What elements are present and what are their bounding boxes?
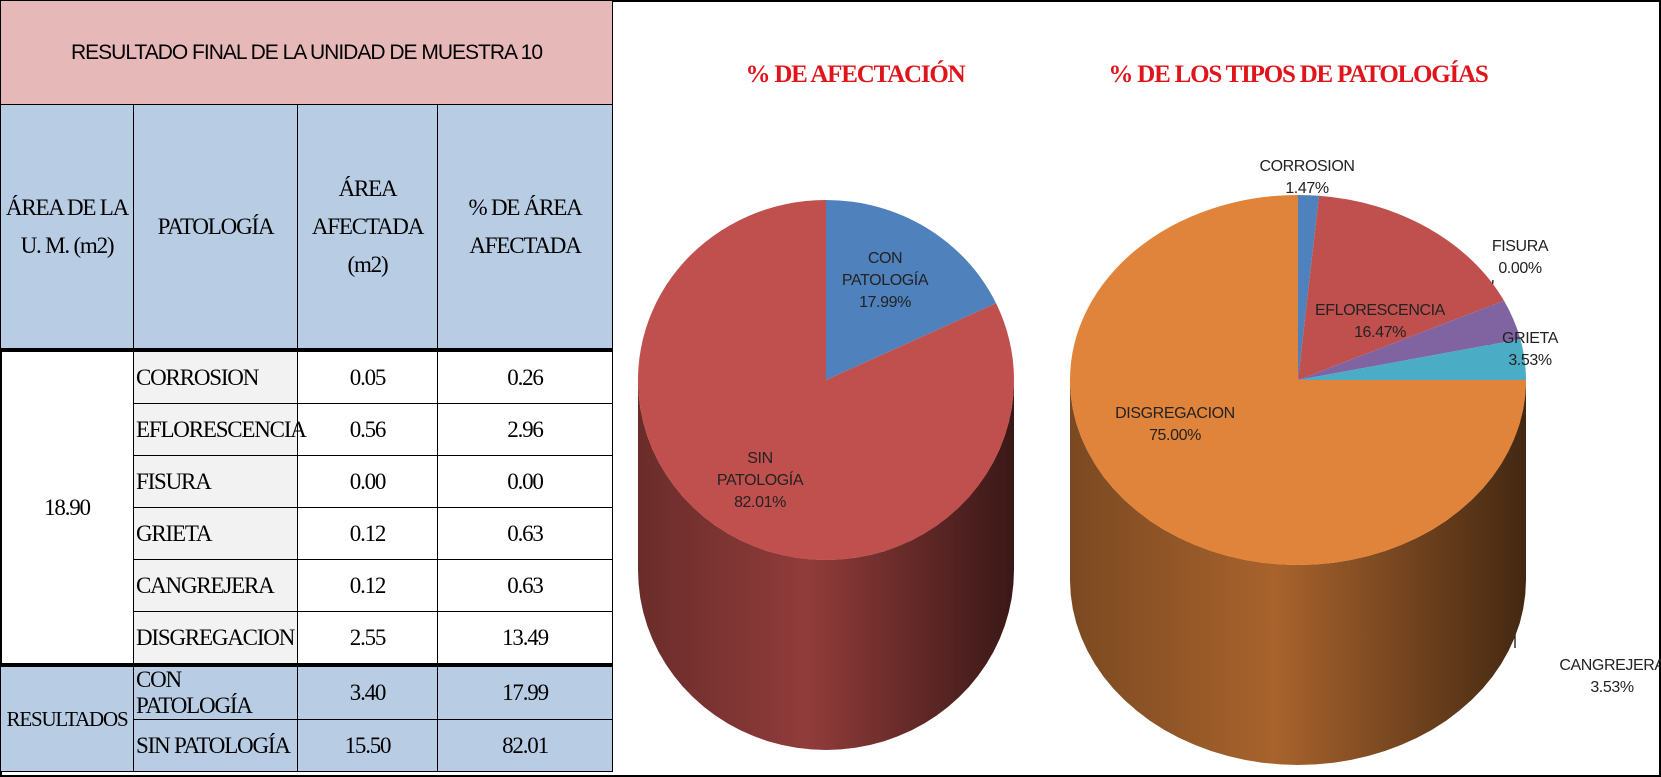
slice-name: CON PATOLOGÍA [841, 250, 929, 289]
header: ÁREA AFECTADA (m2) [297, 104, 438, 351]
slice-name: FISURA [1491, 238, 1549, 255]
pie-slice [1298, 339, 1526, 380]
pie-slice [637, 200, 1014, 560]
results-label: RESULTADOS [0, 663, 134, 772]
value-cell: 0.00 [297, 455, 438, 508]
header: ÁREA DE LA U. M. (m2) [0, 104, 134, 351]
pathology-cell: GRIETA [133, 507, 298, 560]
table-row: DISGREGACION 2.55 13.49 [1, 611, 614, 666]
value-cell: 2.96 [436, 403, 614, 456]
result-cell: 15.50 [297, 719, 438, 772]
slice-name: CANGREJERA [1559, 657, 1661, 674]
slice-name: DISGREGACION [1115, 405, 1235, 422]
pie-slice [1298, 195, 1504, 380]
slice-label: EFLORESCENCIA 16.47% [1285, 300, 1475, 344]
pathology-cell: DISGREGACION [133, 611, 298, 666]
table-title: RESULTADO FINAL DE LA UNIDAD DE MUESTRA … [0, 0, 614, 105]
slice-label: FISURA 0.00% [1425, 236, 1615, 280]
result-cell: SIN PATOLOGÍA [133, 719, 298, 772]
header: % DE ÁREA AFECTADA [436, 104, 614, 351]
pathology-cell: CANGREJERA [133, 559, 298, 612]
value-cell: 13.49 [436, 611, 614, 666]
slice-label: DISGREGACION 75.00% [1080, 403, 1270, 447]
slice-name: SIN PATOLOGÍA [716, 450, 804, 489]
slice-label: CORROSION 1.47% [1212, 156, 1402, 200]
slice-name: EFLORESCENCIA [1315, 302, 1445, 319]
slice-label: CON PATOLOGÍA 17.99% [830, 248, 940, 314]
pathology-cell: CORROSION [133, 348, 298, 404]
value-cell: 0.12 [297, 507, 438, 560]
area-cell: 18.90 [0, 348, 134, 666]
table-row: FISURA 0.00 0.00 [1, 455, 614, 508]
result-cell: 17.99 [436, 663, 614, 720]
pie-slice [1298, 195, 1320, 380]
slice-value: 17.99% [859, 294, 911, 311]
header: PATOLOGÍA [133, 104, 298, 351]
slice-value: 3.53% [1508, 352, 1552, 369]
slice-name: CORROSION [1259, 158, 1355, 175]
slice-value: 82.01% [734, 494, 786, 511]
pie-slice [1298, 300, 1521, 380]
pie-slice [826, 200, 997, 380]
table-row: 18.90 CORROSION 0.05 0.26 [0, 348, 614, 666]
value-cell: 0.63 [436, 507, 614, 560]
slice-value: 3.53% [1590, 679, 1634, 696]
value-cell: 0.12 [297, 559, 438, 612]
value-cell: 2.55 [297, 611, 438, 666]
result-row: RESULTADOS CON PATOLOGÍA 3.40 17.99 [0, 663, 614, 772]
result-cell: 82.01 [436, 719, 614, 772]
table-row: EFLORESCENCIA 0.56 2.96 [1, 403, 614, 456]
result-cell: CON PATOLOGÍA [133, 663, 298, 720]
slice-label: CANGREJERA 3.53% [1517, 655, 1661, 699]
table-row: CANGREJERA 0.12 0.63 [1, 559, 614, 612]
pie-slice [1070, 195, 1526, 565]
result-cell: 3.40 [297, 663, 438, 720]
pie-slice-side [1070, 380, 1526, 765]
chart-title: % DE AFECTACIÓN [745, 60, 965, 88]
chart-title: % DE LOS TIPOS DE PATOLOGÍAS [1108, 60, 1488, 88]
pathology-cell: EFLORESCENCIA [133, 403, 307, 456]
value-cell: 0.00 [436, 455, 614, 508]
result-row: SIN PATOLOGÍA 15.50 82.01 [1, 719, 614, 772]
slice-value: 0.00% [1498, 260, 1542, 277]
slice-name: GRIETA [1502, 330, 1558, 347]
slice-value: 16.47% [1354, 324, 1406, 341]
results-table: RESULTADO FINAL DE LA UNIDAD DE MUESTRA … [0, 0, 614, 772]
pie-slice-side [638, 380, 1014, 750]
slice-value: 1.47% [1285, 180, 1329, 197]
value-cell: 0.63 [436, 559, 614, 612]
pathology-cell: FISURA [133, 455, 298, 508]
value-cell: 0.56 [297, 403, 438, 456]
value-cell: 0.05 [297, 348, 438, 404]
slice-label: GRIETA 3.53% [1435, 328, 1625, 372]
value-cell: 0.26 [436, 348, 614, 404]
slice-label: SIN PATOLOGÍA 82.01% [705, 448, 815, 514]
slice-value: 75.00% [1149, 427, 1201, 444]
